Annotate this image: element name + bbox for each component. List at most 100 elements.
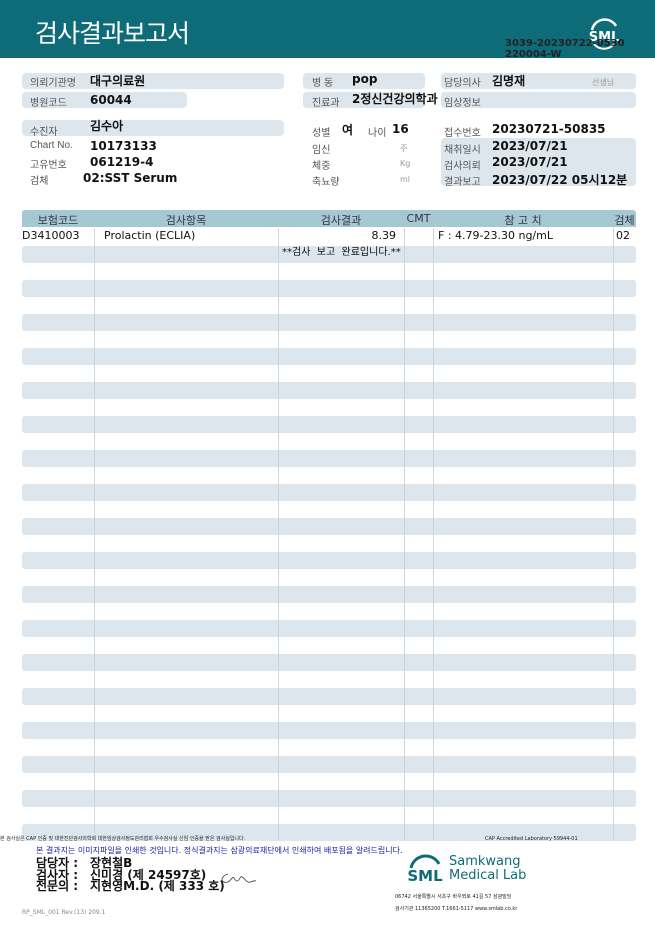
column-divider (613, 228, 614, 840)
weight-label: 체중 (312, 161, 331, 172)
ward-label: 병 동 (312, 78, 334, 89)
contact-text: 검사기관 11365200 T.1661-5117 www.smlab.co.k… (395, 906, 518, 912)
page-title: 검사결과보고서 (35, 19, 190, 48)
chart-value: 10173133 (90, 139, 157, 153)
id-label: 고유번호 (30, 160, 67, 171)
table-stripe (22, 484, 636, 501)
table-stripe (22, 552, 636, 569)
report-label: 결과보고 (444, 177, 481, 188)
signature-icon (221, 873, 257, 883)
request-value: 2023/07/21 (492, 155, 568, 169)
table-stripe (22, 824, 636, 841)
header-bar: 검사결과보고서 SML (0, 0, 655, 58)
cap-text: CAP Accredited Laboratory 59944-01 (485, 836, 578, 842)
collect-label: 채취일시 (444, 145, 481, 156)
column-divider (404, 228, 405, 840)
ward-value: pop (352, 72, 378, 86)
specialist-value: 지현영M.D. (제 333 호) (90, 879, 225, 893)
clinical-info-label: 임상정보 (444, 98, 481, 109)
certification-text: 본 검사실은 CAP 인증 및 대한진단검사의학회 대한임상검사정도관리협회 우… (0, 836, 246, 842)
field-bg (303, 73, 425, 89)
column-divider (278, 228, 279, 840)
header-reference: 참 고 치 (504, 214, 542, 227)
sml-logo-icon: SML (589, 18, 620, 50)
institution-label: 의뢰기관명 (30, 78, 76, 89)
specimen-label: 검체 (30, 176, 49, 187)
manager-value: 장현철B (90, 856, 133, 870)
field-bg (441, 138, 636, 186)
hospital-code-value: 60044 (90, 93, 132, 107)
specimen-cell: 02 (616, 229, 630, 242)
field-bg (22, 120, 284, 136)
table-stripe (22, 756, 636, 773)
institution-value: 대구의료원 (90, 74, 146, 88)
table-stripe (22, 586, 636, 603)
table-stripe (22, 450, 636, 467)
brand-name: Samkwang Medical Lab (449, 854, 527, 883)
sex-value: 여 (342, 123, 354, 137)
specialist-label: 전문의 : (36, 879, 79, 893)
completion-note: **검사 보고 완료입니다.** (282, 247, 401, 258)
result-cell: 8.39 (371, 229, 397, 242)
doctor-suffix: 선생님 (592, 78, 615, 87)
urine-unit: ml (400, 175, 411, 184)
table-stripe (22, 382, 636, 399)
receipt-value: 20230721-50835 (492, 122, 606, 136)
patient-value: 김수아 (90, 119, 124, 133)
table-stripe (22, 518, 636, 535)
code-cell: D3410003 (22, 229, 80, 242)
pregnancy-label: 임신 (312, 145, 331, 156)
table-stripe (22, 688, 636, 705)
table-stripe (22, 790, 636, 807)
column-divider (433, 228, 434, 840)
tester-value: 신미경 (제 24597호) (90, 868, 207, 882)
tester-label: 검사자 : (36, 868, 79, 882)
request-label: 검사의뢰 (444, 161, 481, 172)
dept-label: 진료과 (312, 98, 340, 109)
pregnancy-unit: 주 (400, 144, 408, 153)
manager-label: 담당자 : (36, 856, 79, 870)
table-stripe (22, 280, 636, 297)
address-text: 06742 서울특별시 서초구 바우뫼로 41길 57 삼광빌딩 (395, 894, 512, 900)
collect-value: 2023/07/21 (492, 139, 568, 153)
specimen-value: 02:SST Serum (83, 171, 178, 185)
document-number: 3039-20230722-0530 220004-W (505, 38, 625, 60)
table-stripe (22, 246, 636, 263)
svg-text:SML: SML (589, 30, 620, 45)
table-stripe (22, 654, 636, 671)
header-cmt: CMT (406, 212, 431, 225)
chart-label: Chart No. (30, 140, 73, 151)
table-stripe (22, 722, 636, 739)
field-bg (303, 92, 425, 108)
table-stripe (22, 348, 636, 365)
table-stripe (22, 314, 636, 331)
header-item: 검사항목 (165, 214, 207, 227)
urine-label: 축뇨량 (312, 177, 340, 188)
report-value: 2023/07/22 05시12분 (492, 173, 628, 187)
dept-value: 2정신건강의학과 (352, 92, 438, 106)
header-result: 검사결과 (320, 214, 362, 227)
sml-brand-logo-icon: SML (407, 854, 443, 885)
field-bg (22, 73, 284, 89)
column-divider (94, 228, 95, 840)
table-stripe (22, 416, 636, 433)
svg-text:SML: SML (407, 867, 443, 885)
hospital-code-label: 병원코드 (30, 98, 67, 109)
receipt-label: 접수번호 (444, 128, 481, 139)
doctor-label: 담당의사 (444, 78, 481, 89)
field-bg (441, 73, 636, 89)
age-value: 16 (392, 122, 409, 136)
sex-label: 성별 (312, 128, 331, 139)
reference-cell: F : 4.79-23.30 ng/mL (438, 229, 553, 242)
item-cell: Prolactin (ECLIA) (104, 229, 196, 242)
header-specimen: 검체 (614, 214, 635, 227)
notice-text: 본 결과지는 이미지파일을 인쇄한 것입니다. 정식결과지는 삼광의료재단에서 … (36, 846, 403, 855)
table-stripe (22, 620, 636, 637)
id-value: 061219-4 (90, 155, 154, 169)
header-code: 보험코드 (37, 214, 79, 227)
patient-label: 수진자 (30, 127, 58, 138)
table-header (22, 210, 636, 227)
weight-unit: Kg (400, 159, 411, 168)
form-code: RP_SML_001 Rev.(13) 209.1 (22, 909, 106, 916)
age-label: 나이 (368, 128, 387, 139)
